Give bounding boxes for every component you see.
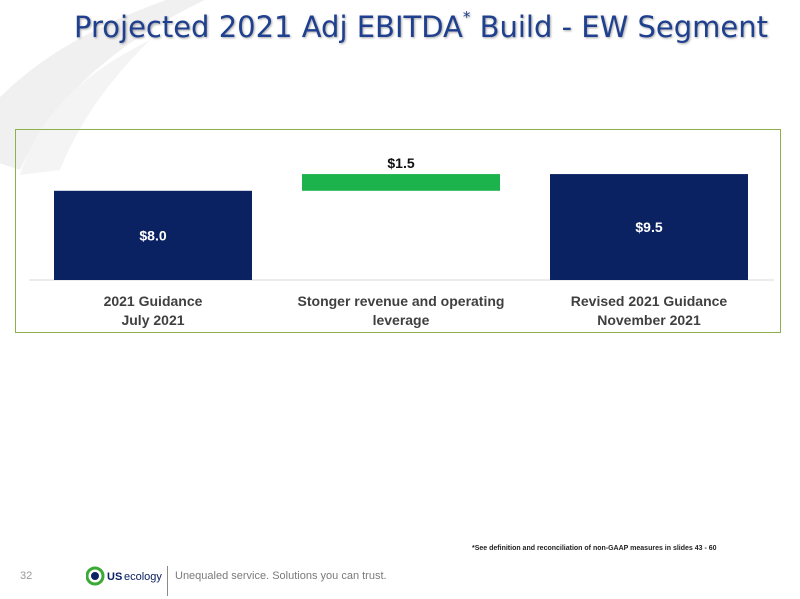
slide-title: Projected 2021 Adj EBITDA* Build - EW Se… <box>74 8 769 44</box>
category-label-3-line-1: Revised 2021 Guidance <box>571 293 728 309</box>
logo-us-text: US <box>107 571 122 583</box>
title-asterisk: * <box>462 8 471 27</box>
title-main: Projected 2021 Adj EBITDA <box>74 10 463 44</box>
category-label-1-line-1: 2021 Guidance <box>104 293 203 309</box>
category-label-1-line-2: July 2021 <box>121 312 184 328</box>
logo-ecology-text: ecology <box>124 571 162 583</box>
tagline: Unequaled service. Solutions you can tru… <box>175 570 387 582</box>
bar-2 <box>302 174 500 191</box>
data-label-2: $1.5 <box>387 155 414 171</box>
category-label-2-line-2: leverage <box>373 312 430 328</box>
chart-frame: $8.0 2021 Guidance July 2021 $1.5 Stonger re… <box>15 129 781 333</box>
bar-3 <box>550 174 748 280</box>
waterfall-chart: $8.0 2021 Guidance July 2021 $1.5 Stonger re… <box>29 155 774 328</box>
page-number: 32 <box>20 570 33 582</box>
footnote: *See definition and reconciliation of no… <box>472 545 717 552</box>
category-label-2-line-1: Stonger revenue and operating <box>298 293 505 309</box>
category-label-3-line-2: November 2021 <box>597 312 701 328</box>
us-ecology-logo: US ecology <box>86 566 162 586</box>
title-rest: Build - EW Segment <box>470 10 769 44</box>
data-label-3: $9.5 <box>635 219 662 235</box>
data-label-1: $8.0 <box>139 227 166 243</box>
logo-divider <box>167 566 168 596</box>
bar-1 <box>54 190 252 280</box>
